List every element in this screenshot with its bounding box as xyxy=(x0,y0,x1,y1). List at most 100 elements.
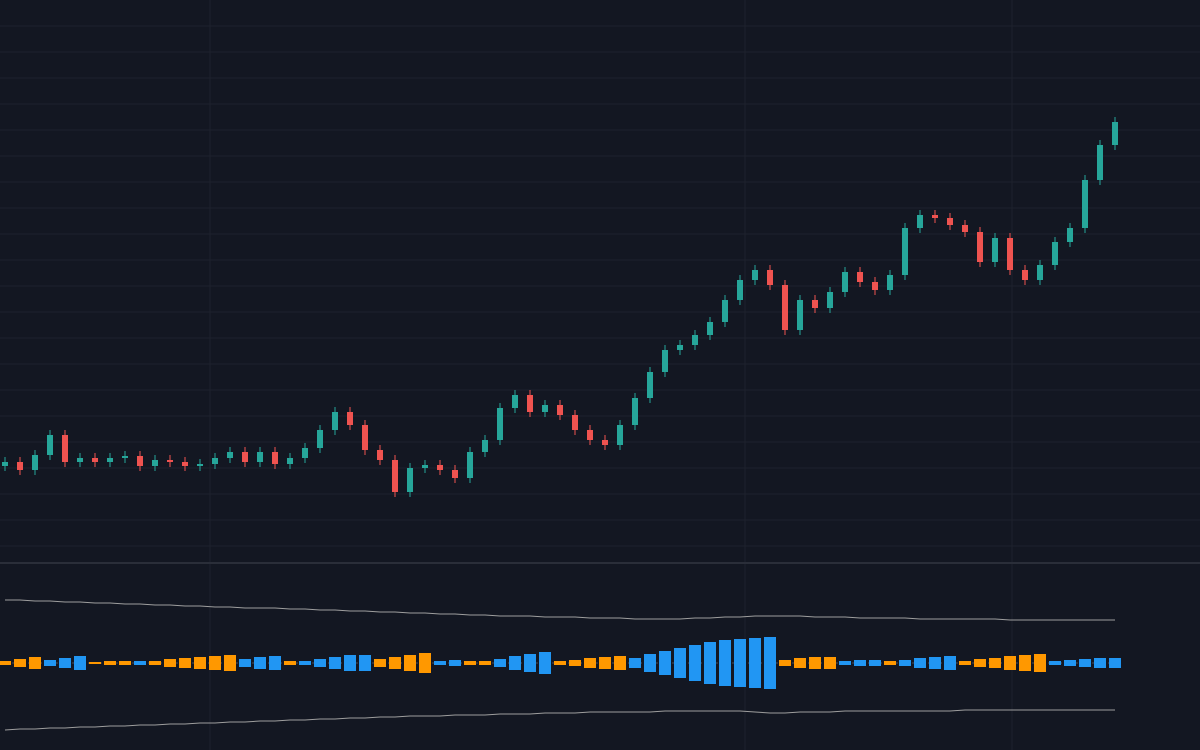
histogram-bar xyxy=(1064,660,1076,666)
histogram-bar xyxy=(839,661,851,665)
histogram-bar xyxy=(524,654,536,672)
histogram-bar xyxy=(479,661,491,665)
candle-body xyxy=(197,464,203,466)
candle-body xyxy=(857,272,863,282)
histogram-bar xyxy=(599,657,611,669)
candle-body xyxy=(782,285,788,330)
candle-body xyxy=(152,460,158,466)
histogram-bar xyxy=(899,660,911,666)
histogram-bar xyxy=(1049,661,1061,665)
histogram-bar xyxy=(719,640,731,686)
candle-body xyxy=(347,412,353,425)
histogram-bar xyxy=(494,659,506,667)
candle-body xyxy=(92,458,98,462)
candle-body xyxy=(662,350,668,372)
histogram-bar xyxy=(149,661,161,665)
histogram-bar xyxy=(974,659,986,667)
histogram-bar xyxy=(14,659,26,667)
candle-body xyxy=(737,280,743,300)
candle-body xyxy=(587,430,593,440)
candle-body xyxy=(392,460,398,492)
candle-body xyxy=(602,440,608,445)
histogram-bar xyxy=(269,656,281,670)
candle-body xyxy=(62,435,68,462)
histogram-bar xyxy=(89,662,101,664)
histogram-bar xyxy=(344,655,356,671)
candle-body xyxy=(677,345,683,350)
candle-body xyxy=(947,218,953,225)
histogram-bar xyxy=(989,658,1001,668)
histogram-bar xyxy=(704,642,716,684)
histogram-bar xyxy=(284,661,296,665)
candle-body xyxy=(542,405,548,412)
histogram-bar xyxy=(629,658,641,668)
histogram-bar xyxy=(764,637,776,689)
candle-body xyxy=(242,452,248,462)
candle-body xyxy=(812,300,818,308)
upper-band xyxy=(5,599,1115,621)
candle-body xyxy=(887,275,893,290)
candle-body xyxy=(722,300,728,322)
histogram-bar xyxy=(854,660,866,666)
candle-body xyxy=(917,215,923,228)
candle-body xyxy=(1022,270,1028,280)
candle-body xyxy=(377,450,383,460)
candle-body xyxy=(977,232,983,262)
histogram-bar xyxy=(809,657,821,669)
candle-body xyxy=(572,415,578,430)
candle-body xyxy=(872,282,878,290)
histogram-bar xyxy=(584,658,596,668)
histogram-bar xyxy=(134,661,146,665)
candle-body xyxy=(257,452,263,462)
candle-body xyxy=(767,270,773,285)
histogram-bar xyxy=(74,656,86,670)
histogram-bar xyxy=(959,661,971,665)
candle-body xyxy=(122,456,128,458)
histogram-bar xyxy=(779,660,791,666)
histogram-bar xyxy=(554,661,566,665)
candle-body xyxy=(137,456,143,466)
histogram-bar xyxy=(0,661,11,665)
candle-body xyxy=(362,425,368,450)
candle-body xyxy=(992,238,998,262)
histogram-bar xyxy=(509,656,521,670)
histogram-bar xyxy=(164,659,176,667)
histogram-bar xyxy=(689,645,701,681)
candle-body xyxy=(617,425,623,445)
candle-body xyxy=(1097,145,1103,180)
candle-body xyxy=(17,462,23,470)
candle-body xyxy=(32,455,38,470)
candle-body xyxy=(1112,122,1118,145)
candle-body xyxy=(182,462,188,466)
histogram-bar xyxy=(1034,654,1046,672)
histogram-bar xyxy=(644,654,656,672)
candle-body xyxy=(707,322,713,335)
histogram-bar xyxy=(749,638,761,688)
candle-body xyxy=(287,458,293,464)
histogram-bar xyxy=(389,657,401,669)
histogram-bar xyxy=(929,657,941,669)
histogram-bar xyxy=(674,648,686,678)
candle-body xyxy=(1082,180,1088,228)
histogram-bar xyxy=(884,661,896,665)
candle-body xyxy=(902,228,908,275)
candle-body xyxy=(842,272,848,292)
histogram-bar xyxy=(944,656,956,670)
histogram-bar xyxy=(104,661,116,665)
histogram-bar xyxy=(869,660,881,666)
candle-body xyxy=(467,452,473,478)
candle-body xyxy=(167,460,173,462)
candle-body xyxy=(797,300,803,330)
candle-body xyxy=(692,335,698,345)
candle-body xyxy=(227,452,233,458)
histogram-bar xyxy=(209,656,221,670)
histogram-bar xyxy=(914,658,926,668)
histogram-bar xyxy=(1019,655,1031,671)
histogram-bar xyxy=(449,660,461,666)
histogram-bar xyxy=(659,651,671,675)
candle-body xyxy=(932,215,938,218)
histogram-bar xyxy=(1004,656,1016,670)
